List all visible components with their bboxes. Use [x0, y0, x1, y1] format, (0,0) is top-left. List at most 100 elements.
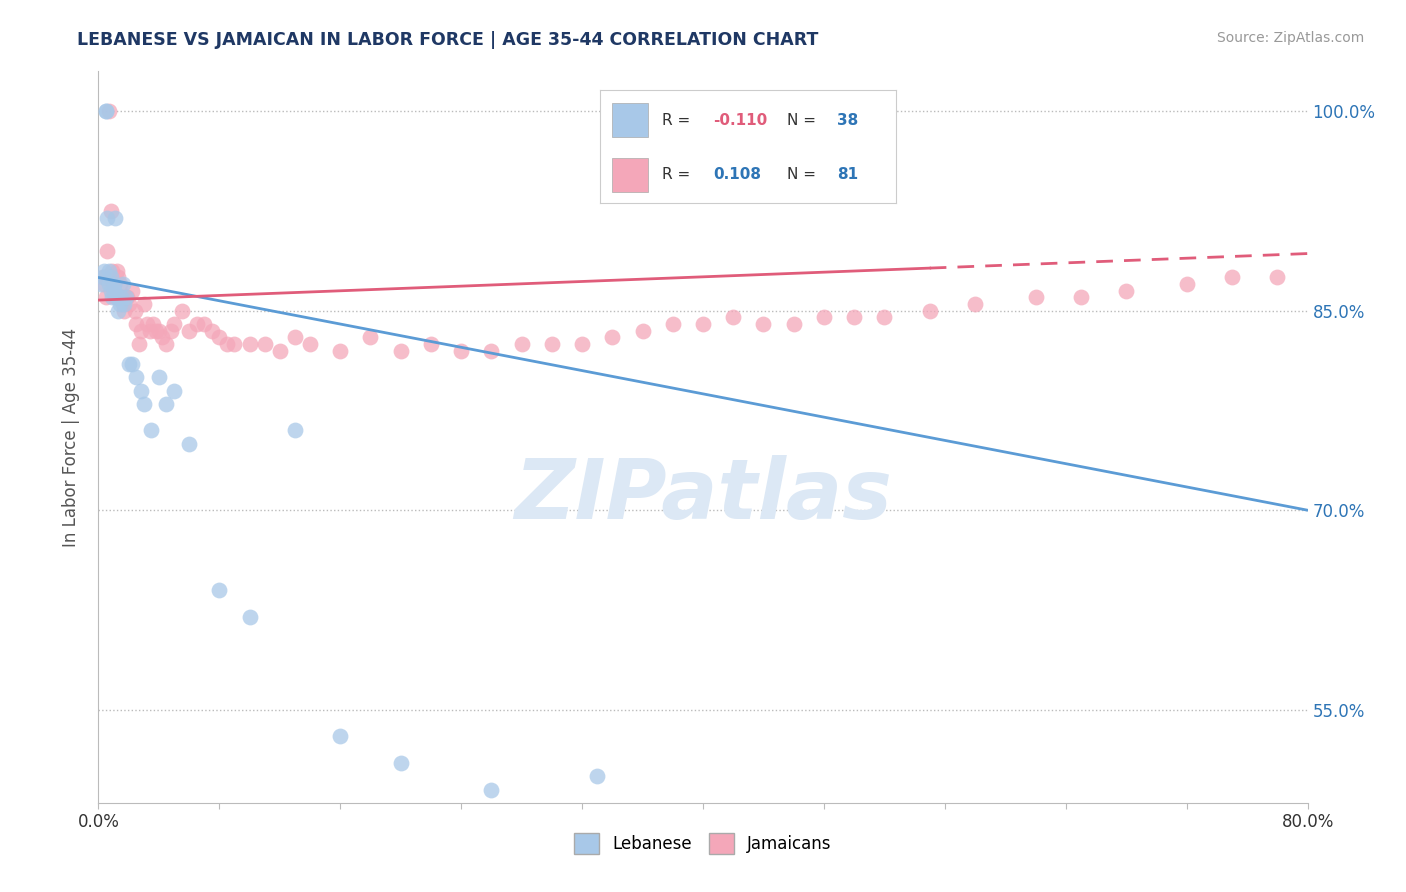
Point — [93, 264, 115, 278]
Point — [90, 277, 112, 292]
Point — [389, 343, 412, 358]
Point — [420, 337, 443, 351]
Point — [540, 337, 562, 351]
Point — [215, 337, 238, 351]
Point — [1402, 264, 1406, 278]
Point — [114, 290, 136, 304]
Point — [128, 337, 150, 351]
Point — [170, 303, 193, 318]
Point — [284, 330, 307, 344]
Point — [481, 343, 503, 358]
Point — [1024, 290, 1046, 304]
Point — [208, 330, 231, 344]
Point — [101, 290, 124, 304]
Point — [135, 317, 157, 331]
Point — [1267, 270, 1289, 285]
Point — [111, 297, 134, 311]
Point — [155, 397, 177, 411]
Point — [91, 270, 114, 285]
Point — [1402, 277, 1406, 292]
Point — [93, 277, 115, 292]
Point — [155, 337, 177, 351]
Point — [142, 317, 165, 331]
Point — [148, 324, 170, 338]
Point — [100, 204, 122, 219]
Point — [224, 337, 246, 351]
Point — [107, 303, 129, 318]
Point — [602, 330, 624, 344]
Point — [129, 324, 152, 338]
Point — [1372, 343, 1395, 358]
Point — [329, 343, 352, 358]
Point — [813, 310, 835, 325]
Point — [510, 337, 533, 351]
Point — [103, 277, 125, 292]
Point — [96, 211, 118, 225]
Point — [631, 324, 654, 338]
Point — [110, 290, 132, 304]
Point — [100, 284, 122, 298]
Point — [918, 303, 941, 318]
Point — [239, 609, 262, 624]
Text: LEBANESE VS JAMAICAN IN LABOR FORCE | AGE 35-44 CORRELATION CHART: LEBANESE VS JAMAICAN IN LABOR FORCE | AG… — [77, 31, 818, 49]
Point — [141, 424, 163, 438]
Point — [661, 317, 683, 331]
Point — [104, 290, 127, 304]
Point — [98, 277, 121, 292]
Point — [103, 284, 125, 298]
Point — [723, 310, 745, 325]
Text: Source: ZipAtlas.com: Source: ZipAtlas.com — [1216, 31, 1364, 45]
Point — [186, 317, 208, 331]
Point — [112, 297, 135, 311]
Point — [132, 297, 155, 311]
Point — [586, 769, 609, 783]
Point — [129, 384, 152, 398]
Point — [94, 290, 117, 304]
Point — [112, 303, 135, 318]
Point — [783, 317, 806, 331]
Point — [269, 343, 291, 358]
Point — [965, 297, 987, 311]
Point — [111, 277, 134, 292]
Point — [201, 324, 224, 338]
Point — [94, 104, 117, 119]
Point — [208, 582, 231, 597]
Point — [692, 317, 714, 331]
Point — [107, 270, 129, 285]
Point — [121, 284, 143, 298]
Point — [1357, 324, 1379, 338]
Legend: Lebanese, Jamaicans: Lebanese, Jamaicans — [568, 827, 838, 860]
Point — [125, 370, 148, 384]
Point — [160, 324, 183, 338]
Point — [193, 317, 215, 331]
Point — [104, 211, 127, 225]
Point — [179, 436, 201, 450]
Point — [450, 343, 472, 358]
Point — [121, 357, 143, 371]
Point — [844, 310, 866, 325]
Point — [329, 729, 352, 743]
Point — [145, 324, 167, 338]
Point — [239, 337, 262, 351]
Point — [105, 290, 128, 304]
Point — [118, 297, 141, 311]
Point — [108, 297, 131, 311]
Point — [98, 264, 121, 278]
Point — [94, 104, 117, 119]
Point — [98, 104, 121, 119]
Point — [873, 310, 896, 325]
Y-axis label: In Labor Force | Age 35-44: In Labor Force | Age 35-44 — [62, 327, 80, 547]
Point — [752, 317, 775, 331]
Point — [148, 370, 170, 384]
Point — [124, 303, 146, 318]
Point — [125, 317, 148, 331]
Point — [96, 244, 118, 258]
Point — [1115, 284, 1137, 298]
Point — [179, 324, 201, 338]
Point — [360, 330, 382, 344]
Point — [299, 337, 322, 351]
Point — [1070, 290, 1092, 304]
Point — [571, 337, 593, 351]
Point — [253, 337, 276, 351]
Point — [105, 264, 128, 278]
